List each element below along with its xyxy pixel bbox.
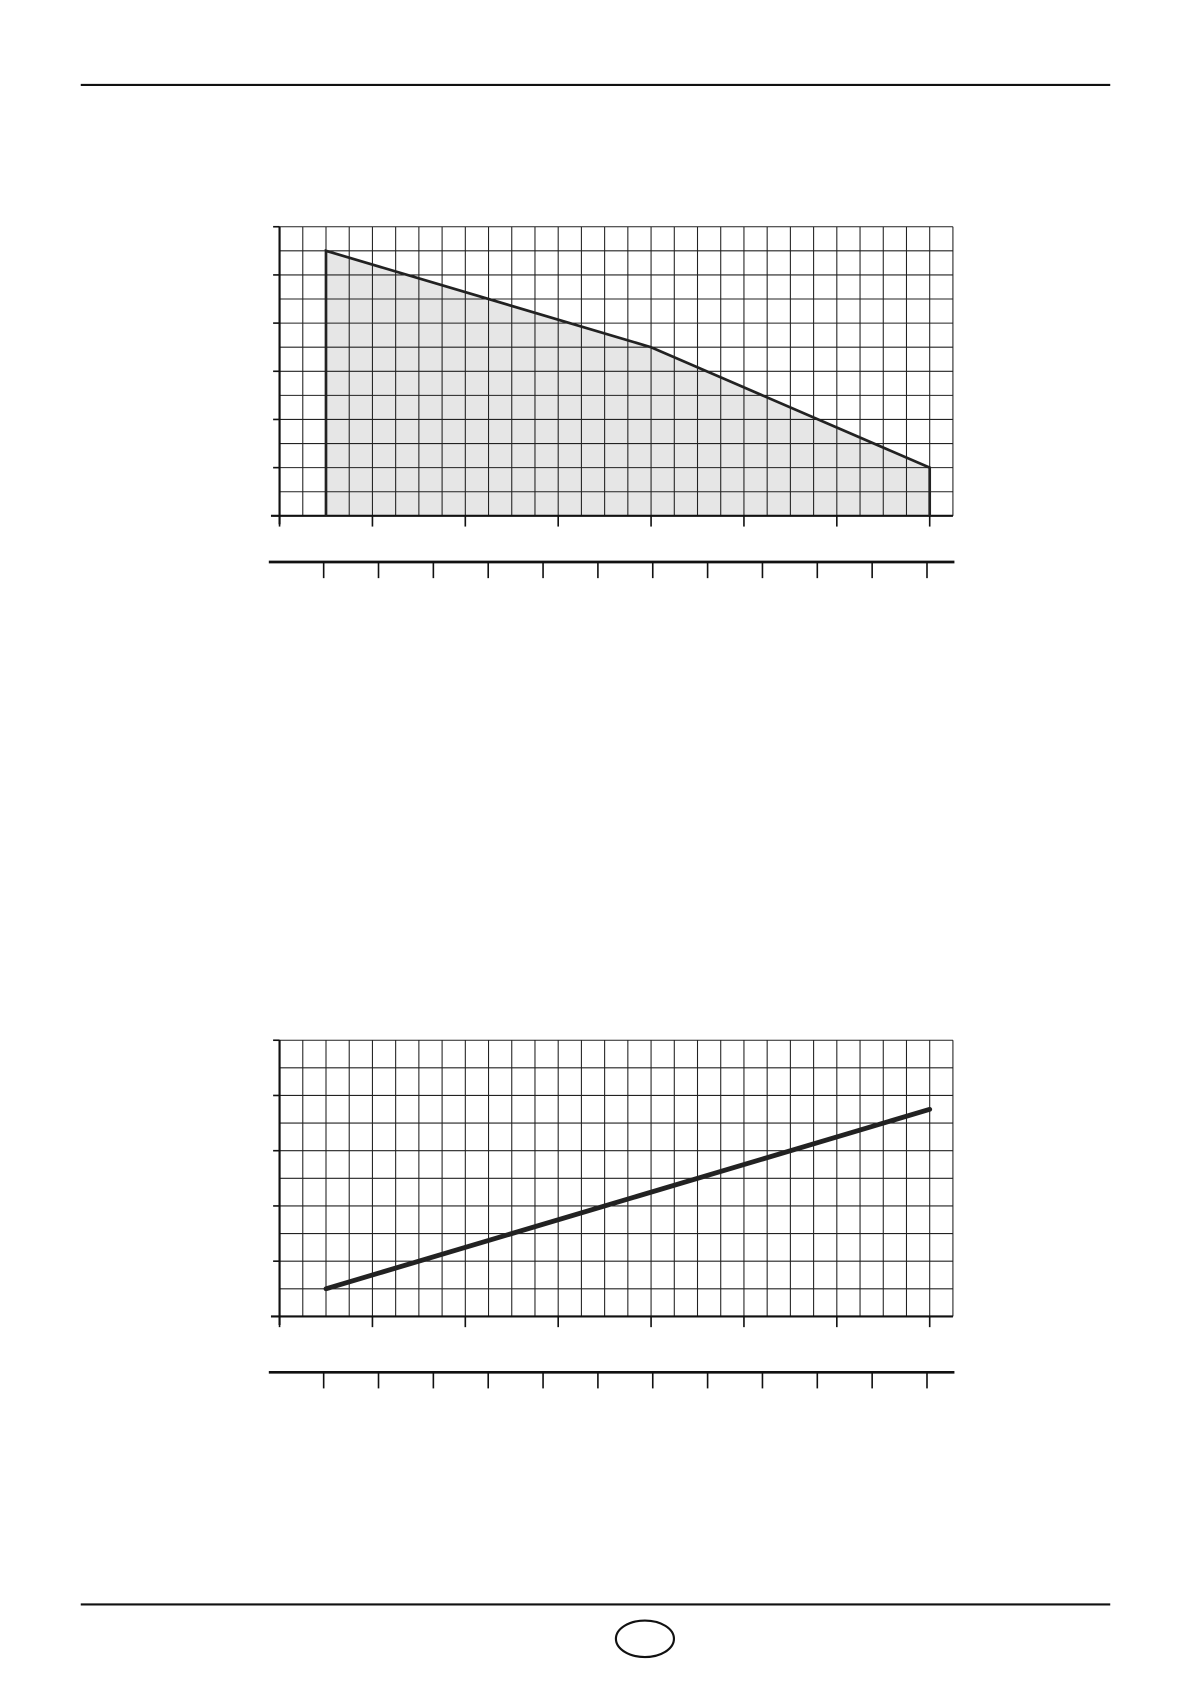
area-outline xyxy=(324,249,932,516)
line xyxy=(323,1106,933,1292)
page-badge xyxy=(614,1619,676,1659)
